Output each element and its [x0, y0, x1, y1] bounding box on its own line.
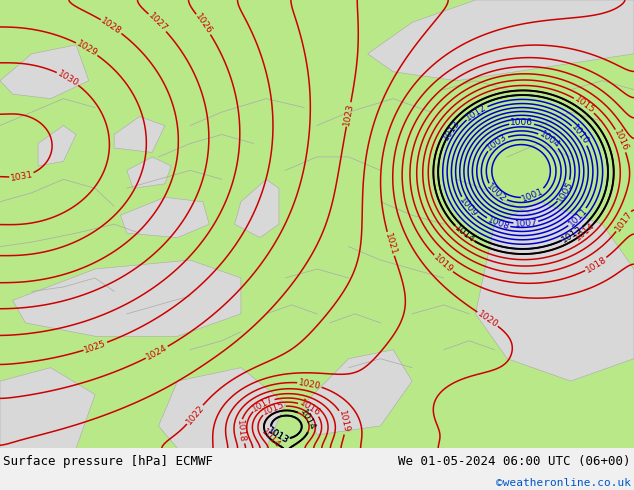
Text: 1029: 1029: [75, 39, 99, 58]
Text: 1004: 1004: [537, 129, 561, 150]
Polygon shape: [38, 125, 76, 166]
Text: 1014: 1014: [574, 221, 597, 243]
Text: 1002: 1002: [485, 182, 508, 204]
Text: 1026: 1026: [193, 12, 214, 36]
Text: 1013: 1013: [266, 426, 290, 446]
Text: 1028: 1028: [100, 16, 123, 36]
Text: 1021: 1021: [383, 232, 398, 256]
Text: 1016: 1016: [612, 128, 630, 153]
Text: 1023: 1023: [342, 102, 355, 126]
Text: 1027: 1027: [146, 11, 169, 34]
Text: We 01-05-2024 06:00 UTC (06+00): We 01-05-2024 06:00 UTC (06+00): [398, 455, 631, 468]
Text: 1017: 1017: [250, 394, 275, 414]
Text: 1020: 1020: [297, 378, 321, 391]
Text: 1006: 1006: [510, 119, 533, 127]
Polygon shape: [120, 197, 209, 238]
Text: 1005: 1005: [555, 179, 574, 203]
Polygon shape: [235, 179, 279, 238]
Text: 1010: 1010: [569, 123, 591, 147]
Text: 1013: 1013: [560, 224, 585, 245]
Text: 1016: 1016: [297, 398, 321, 418]
Text: 1014: 1014: [453, 223, 476, 245]
Text: 1009: 1009: [458, 196, 479, 219]
Text: 1018: 1018: [235, 419, 247, 443]
Text: 1012: 1012: [465, 102, 489, 122]
Text: 1007: 1007: [514, 218, 538, 229]
Text: 1013: 1013: [441, 118, 462, 142]
Polygon shape: [114, 117, 165, 152]
Text: 1008: 1008: [486, 215, 510, 231]
Text: 1022: 1022: [184, 403, 206, 426]
Text: 1031: 1031: [10, 170, 34, 183]
Text: 1017: 1017: [613, 209, 634, 233]
Text: 1013: 1013: [266, 426, 290, 446]
Polygon shape: [13, 260, 241, 336]
Text: 1019: 1019: [432, 253, 455, 275]
Text: 1030: 1030: [56, 69, 80, 88]
Text: 1019: 1019: [337, 410, 351, 434]
Text: 1014: 1014: [259, 428, 281, 450]
Text: 1015: 1015: [261, 400, 286, 417]
Polygon shape: [127, 157, 171, 188]
Polygon shape: [0, 0, 634, 448]
Polygon shape: [304, 350, 412, 435]
Text: 1024: 1024: [145, 343, 169, 362]
Text: 1018: 1018: [584, 255, 608, 274]
Text: 1003: 1003: [485, 132, 509, 153]
Text: 1020: 1020: [476, 309, 500, 329]
Text: 1014: 1014: [298, 408, 316, 433]
Text: 1025: 1025: [83, 339, 108, 354]
Polygon shape: [476, 202, 634, 381]
Polygon shape: [0, 45, 89, 98]
Text: 1015: 1015: [573, 95, 597, 116]
Text: ©weatheronline.co.uk: ©weatheronline.co.uk: [496, 477, 631, 488]
Text: 1001: 1001: [521, 187, 545, 204]
Text: Surface pressure [hPa] ECMWF: Surface pressure [hPa] ECMWF: [3, 455, 213, 468]
Polygon shape: [368, 0, 634, 81]
Text: 1011: 1011: [567, 206, 589, 229]
Polygon shape: [158, 368, 285, 448]
Polygon shape: [0, 368, 95, 448]
